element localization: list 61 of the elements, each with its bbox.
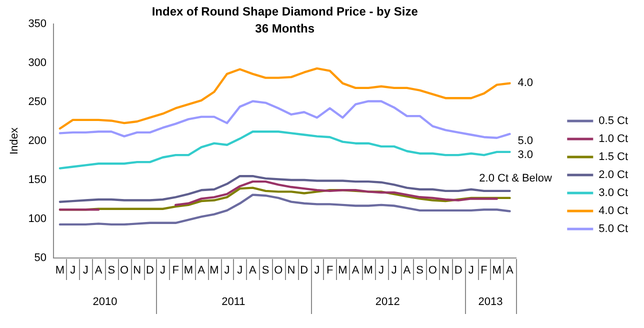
legend-label: 0.5 Ct <box>598 115 628 128</box>
y-tick-label: 350 <box>28 18 47 30</box>
chart-title: Index of Round Shape Diamond Price - by Size <box>152 4 418 18</box>
x-tick-label: M <box>338 264 348 277</box>
x-tick-label: J <box>378 264 384 277</box>
text: 4.0 <box>518 77 534 90</box>
x-tick-label: F <box>480 264 488 277</box>
x-tick-label: D <box>300 264 308 277</box>
x-tick-label: S <box>416 264 424 277</box>
x-tick-label: A <box>403 264 412 277</box>
y-tick-label: 50 <box>34 252 47 264</box>
x-tick-label: M <box>55 264 65 277</box>
x-tick-label: M <box>364 264 373 277</box>
y-tick-label: 150 <box>28 174 47 186</box>
annotation: 2.0 Ct & Below <box>479 172 552 184</box>
x-tick-label: D <box>454 264 462 277</box>
legend-label: 1.5 Ct <box>598 151 628 164</box>
y-tick-label: 200 <box>28 135 47 148</box>
x-tick-label: S <box>108 264 116 277</box>
x-tick-label: N <box>287 264 296 277</box>
x-tick-label: O <box>274 264 284 277</box>
x-tick-label: A <box>198 264 206 277</box>
legend-label: 5.0 Ct <box>598 223 628 236</box>
text: 2011 <box>222 296 246 308</box>
y-tick-label: 250 <box>28 96 47 108</box>
y-tick-label: 100 <box>28 213 47 226</box>
text: 2013 <box>478 296 503 308</box>
chart-subtitle: 36 Months <box>255 21 315 36</box>
legend-label: 2.0 Ct <box>598 169 628 182</box>
legend-label: 3.0 Ct <box>598 187 628 200</box>
text: 5.0 <box>518 135 534 148</box>
legend-label: 4.0 Ct <box>598 205 628 218</box>
y-tick-label: 300 <box>28 57 47 70</box>
y-axis-title: Index <box>8 127 21 154</box>
x-tick-label: J <box>70 264 76 277</box>
x-tick-label: N <box>133 264 142 277</box>
x-tick-label: J <box>82 264 88 277</box>
text: 2012 <box>375 296 400 308</box>
x-tick-label: O <box>428 264 438 277</box>
text: 2010 <box>92 296 118 308</box>
x-tick-label: A <box>352 264 360 277</box>
x-tick-label: M <box>210 264 219 277</box>
x-tick-label: A <box>94 264 103 277</box>
x-tick-label: M <box>492 264 502 277</box>
x-tick-label: O <box>120 264 129 277</box>
x-tick-label: J <box>224 264 230 277</box>
x-tick-label: J <box>468 264 474 277</box>
x-tick-label: J <box>314 264 320 277</box>
x-tick-label: D <box>146 264 154 277</box>
x-tick-label: M <box>184 264 194 277</box>
x-tick-label: F <box>326 264 334 277</box>
x-tick-label: S <box>262 264 270 277</box>
x-tick-label: F <box>172 264 180 277</box>
x-tick-label: J <box>160 264 166 277</box>
x-tick-label: J <box>237 264 243 277</box>
x-tick-label: A <box>506 264 514 277</box>
x-tick-label: J <box>391 264 397 277</box>
legend-label: 1.0 Ct <box>598 133 628 146</box>
x-tick-label: N <box>442 264 450 277</box>
text: 3.0 <box>518 149 534 162</box>
x-tick-label: A <box>249 264 258 277</box>
